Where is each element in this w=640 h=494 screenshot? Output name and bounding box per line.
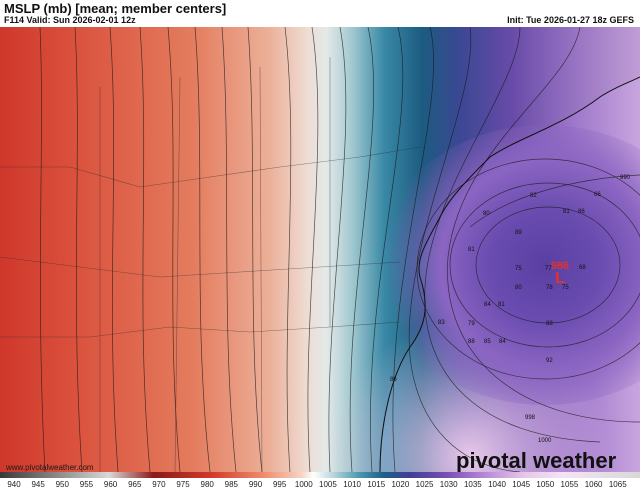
- state-border: [0, 321, 401, 338]
- member-center-label: 88: [468, 339, 475, 345]
- isobar-closed: [475, 206, 621, 324]
- isobar: [167, 27, 181, 472]
- isobar: [408, 27, 521, 472]
- member-center-label: 83: [438, 320, 445, 326]
- isobar: [447, 27, 640, 423]
- colorbar-tick-label: 970: [152, 480, 166, 489]
- isobars: [39, 27, 640, 472]
- isobar: [370, 27, 404, 472]
- colorbar-tick-label: 1060: [584, 480, 603, 489]
- colorbar-tick-label: 980: [200, 480, 214, 489]
- coastline: [379, 76, 640, 472]
- valid-time: F114 Valid: Sun 2026-02-01 12z: [4, 15, 136, 25]
- colorbar-tick-label: 1035: [463, 480, 482, 489]
- colorbar-tick-label: 950: [55, 480, 69, 489]
- init-time: Init: Tue 2026-01-27 18z GEFS: [507, 15, 634, 25]
- member-center-label: 89: [515, 230, 522, 236]
- member-center-label: 88: [546, 321, 553, 327]
- pressure-map: 82 66 81 86 80 89 81 75 77 68 80 78 75 84 81 79 88 88 85 84…: [0, 27, 640, 472]
- colorbar-tick-label: 1045: [512, 480, 531, 489]
- member-center-label: 86: [578, 209, 585, 215]
- member-center-label: 81: [468, 247, 475, 253]
- member-center-label: 68: [579, 265, 586, 271]
- isobar: [109, 27, 119, 472]
- member-center-label: 79: [468, 321, 475, 327]
- member-center-label: 78: [546, 285, 553, 291]
- colorbar-tick-label: 940: [7, 480, 21, 489]
- colorbar-tick-label: 1030: [439, 480, 458, 489]
- state-border: [0, 256, 401, 278]
- colorbar-tick-label: 975: [176, 480, 190, 489]
- watermark-url: www.pivotalweather.com: [5, 463, 94, 472]
- colorbar-labels: 940 945 950 955 960 965 970 975 980 985 990 995 1000…: [0, 480, 640, 492]
- map-title: MSLP (mb) [mean; member centers]: [4, 1, 227, 16]
- low-pressure-value: 986: [551, 260, 569, 272]
- isobar: [247, 27, 263, 472]
- map-svg: 82 66 81 86 80 89 81 75 77 68 80 78 75 84 81 79 88 88 85 84…: [0, 27, 640, 472]
- contour-label: 1000: [538, 438, 552, 444]
- isobar: [194, 27, 211, 472]
- isobar: [307, 27, 319, 472]
- colorbar-tick-label: 955: [79, 480, 94, 489]
- isobar: [424, 27, 601, 443]
- colorbar-tick-label: 1040: [488, 480, 506, 489]
- member-center-label: 92: [546, 358, 553, 364]
- contour-label: 998: [525, 415, 536, 421]
- member-center-label: 75: [515, 266, 522, 272]
- state-border: [259, 66, 263, 472]
- member-center-label: 75: [562, 285, 569, 291]
- colorbar-tick-label: 1065: [608, 480, 627, 489]
- boundaries: [0, 57, 421, 472]
- colorbar: 940 945 950 955 960 965 970 975 980 985 990 995 1000…: [0, 472, 640, 494]
- isobar: [74, 27, 83, 472]
- isobar-closed: [416, 158, 640, 380]
- colorbar-tick-label: 1025: [415, 480, 434, 489]
- land-mass: [0, 27, 640, 472]
- colorbar-tick-label: 965: [128, 480, 142, 489]
- colorbar-tick-label: 1020: [391, 480, 410, 489]
- state-border: [0, 146, 421, 188]
- contour-labels: 990 998 1000: [525, 175, 631, 444]
- isobar: [349, 27, 375, 472]
- member-center-label: 66: [594, 192, 601, 198]
- colorbar-tick-label: 1015: [367, 480, 386, 489]
- colorbar-tick-label: 945: [31, 480, 45, 489]
- member-center-label: 77: [545, 266, 552, 272]
- member-center-label: 80: [515, 285, 522, 291]
- member-center-label: 82: [530, 193, 537, 199]
- member-centers: 82 66 81 86 80 89 81 75 77 68 80 78 75 84 81 79 88 88 85 84…: [390, 192, 601, 383]
- member-center-label: 81: [498, 302, 505, 308]
- low-pressure-letter: L: [555, 270, 565, 287]
- low-pressure-shading: [375, 125, 640, 405]
- header: MSLP (mb) [mean; member centers] F114 Va…: [0, 0, 640, 27]
- isobar: [284, 27, 292, 472]
- member-center-label: 86: [390, 377, 397, 383]
- member-center-label: 85: [484, 339, 491, 345]
- isobar: [221, 27, 237, 472]
- colorbar-tick-label: 1010: [343, 480, 361, 489]
- colorbar-tick-label: 1005: [319, 480, 337, 489]
- member-center-label: 81: [563, 209, 570, 215]
- colorbar-tick-label: 990: [248, 480, 263, 489]
- isobar: [39, 27, 46, 472]
- member-center-label: 80: [483, 211, 490, 217]
- watermark-brand: pivotal weather: [456, 448, 617, 472]
- isobar: [392, 27, 434, 472]
- colorbar-tick-label: 1050: [536, 480, 555, 489]
- state-border: [174, 76, 181, 472]
- colorbar-tick-label: 1000: [294, 480, 313, 489]
- isobar: [139, 27, 151, 472]
- member-center-label: 84: [499, 339, 506, 345]
- contour-label: 990: [620, 175, 631, 181]
- colorbar-gradient: [0, 472, 640, 478]
- colorbar-tick-label: 960: [103, 480, 118, 489]
- isobar: [469, 174, 640, 228]
- colorbar-tick-label: 1055: [560, 480, 579, 489]
- colorbar-tick-label: 995: [272, 480, 287, 489]
- isobar: [328, 27, 347, 472]
- colorbar-tick-label: 985: [224, 480, 239, 489]
- member-center-label: 84: [484, 302, 491, 308]
- isobar-closed: [449, 182, 640, 348]
